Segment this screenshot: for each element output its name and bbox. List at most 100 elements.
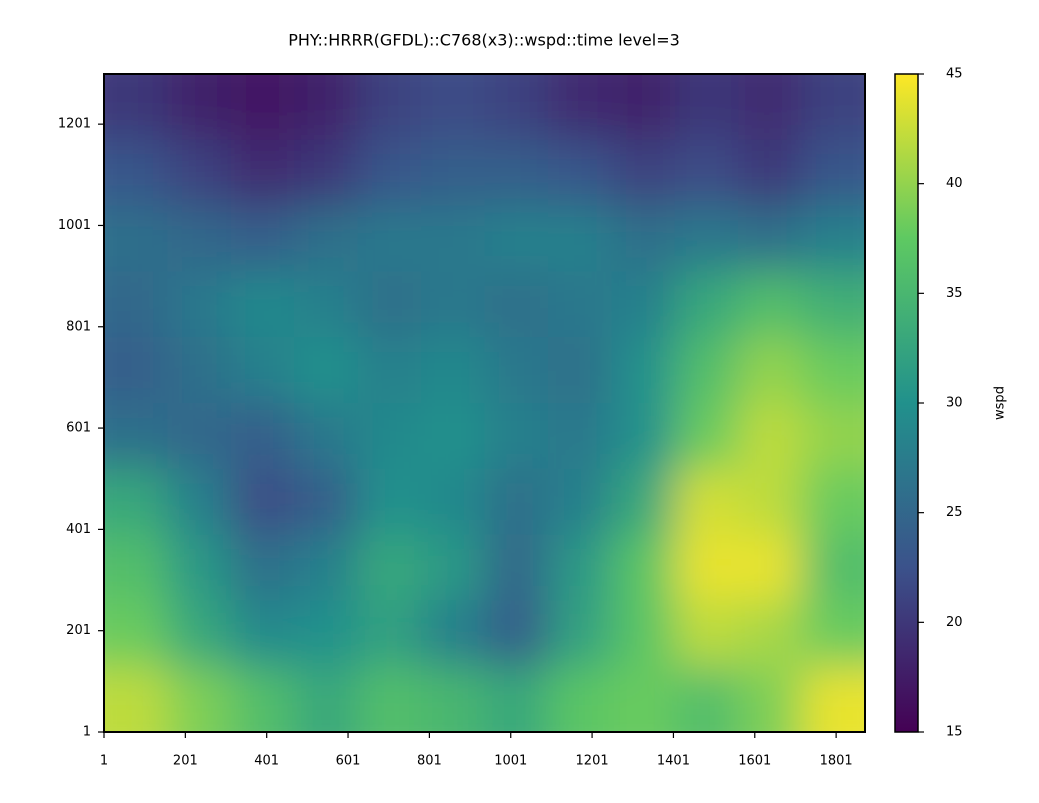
heatmap-cell [801, 534, 865, 602]
heatmap-cell [294, 666, 359, 732]
x-tick-label: 1201 [576, 754, 609, 769]
heatmap-cell [801, 666, 865, 732]
heatmap-cell [801, 337, 865, 404]
heatmap-cell [484, 468, 549, 536]
x-tick-label: 1 [100, 754, 108, 769]
heatmap-cell [357, 271, 423, 339]
heatmap-cell [167, 600, 232, 668]
heatmap-cell [484, 600, 549, 668]
heatmap-cell [104, 600, 169, 668]
heatmap-cell [484, 337, 549, 404]
heatmap-cell [357, 139, 423, 207]
heatmap-cell [674, 271, 740, 339]
heatmap-cell [674, 600, 740, 668]
heatmap-cell [421, 205, 486, 273]
heatmap-cell [547, 600, 613, 668]
heatmap-cell [357, 337, 423, 404]
heatmap-cell [611, 666, 676, 732]
colorbar-label: wspd [993, 386, 1008, 420]
heatmap-cell [547, 271, 613, 339]
heatmap-cell [611, 403, 676, 470]
heatmap-cell [611, 139, 676, 207]
heatmap-cell [801, 74, 865, 141]
heatmap-cell [421, 139, 486, 207]
heatmap-cell [104, 666, 169, 732]
heatmap-cell [357, 600, 423, 668]
heatmap-cell [230, 74, 296, 141]
heatmap-cell [674, 534, 740, 602]
heatmap-cell [167, 403, 232, 470]
heatmap-cell [230, 666, 296, 732]
colorbar-tick-label: 45 [946, 67, 963, 82]
y-tick-label: 801 [66, 319, 91, 334]
heatmap-cell [738, 205, 803, 273]
heatmap-cell [230, 337, 296, 404]
heatmap-cell [801, 600, 865, 668]
heatmap-cell [167, 74, 232, 141]
heatmap-cell [738, 337, 803, 404]
x-tick-label: 1801 [820, 754, 853, 769]
heatmap-cell [547, 337, 613, 404]
heatmap-cell [611, 600, 676, 668]
heatmap-cell [230, 205, 296, 273]
heatmap-cell [230, 271, 296, 339]
heatmap-cell [547, 205, 613, 273]
heatmap-cell [167, 139, 232, 207]
heatmap-cell [357, 403, 423, 470]
plot-frame [103, 73, 866, 733]
heatmap-cell [421, 337, 486, 404]
heatmap-cell [801, 271, 865, 339]
heatmap-cell [104, 271, 169, 339]
heatmap-cell [611, 74, 676, 141]
heatmap-cell [167, 337, 232, 404]
heatmap-cell [230, 468, 296, 536]
heatmap-cell [294, 534, 359, 602]
x-tick-label: 801 [417, 754, 442, 769]
colorbar-tick-label: 30 [946, 396, 963, 411]
heatmap-cell [167, 534, 232, 602]
y-tick-label: 1201 [58, 117, 91, 132]
heatmap-cell [738, 600, 803, 668]
y-tick-label: 1 [83, 725, 91, 740]
colorbar-tick-label: 20 [946, 615, 963, 630]
y-tick-label: 601 [66, 421, 91, 436]
heatmap-cell [421, 666, 486, 732]
heatmap-cell [421, 534, 486, 602]
heatmap-cell [738, 666, 803, 732]
y-tick-label: 1001 [58, 218, 91, 233]
heatmap-cell [230, 600, 296, 668]
heatmap-cell [674, 403, 740, 470]
heatmap-cell [230, 534, 296, 602]
heatmap-cell [421, 403, 486, 470]
heatmap-cell [547, 534, 613, 602]
heatmap-cell [294, 74, 359, 141]
heatmap-cell [611, 337, 676, 404]
heatmap-cell [230, 403, 296, 470]
x-tick-label: 201 [173, 754, 198, 769]
y-tick-label: 201 [66, 623, 91, 638]
heatmap-cell [738, 534, 803, 602]
heatmap-cell [167, 468, 232, 536]
heatmap-cell [484, 403, 549, 470]
heatmap-cell [484, 271, 549, 339]
heatmap-cell [674, 139, 740, 207]
heatmap-cell [738, 403, 803, 470]
heatmap-cell [104, 205, 169, 273]
heatmap-cell [421, 468, 486, 536]
heatmap-cell [294, 139, 359, 207]
x-tick-label: 1001 [494, 754, 527, 769]
heatmap-cell [104, 403, 169, 470]
heatmap-cell [484, 534, 549, 602]
heatmap-cell [357, 205, 423, 273]
heatmap-cell [167, 271, 232, 339]
heatmap-cell [294, 403, 359, 470]
x-tick-label: 401 [254, 754, 279, 769]
x-tick-label: 601 [336, 754, 361, 769]
heatmap-cell [294, 337, 359, 404]
heatmap-cell [674, 74, 740, 141]
heatmap-cell [547, 139, 613, 207]
heatmap-cell [294, 205, 359, 273]
heatmap-cell [230, 139, 296, 207]
heatmap-cell [357, 74, 423, 141]
heatmap-cell [167, 666, 232, 732]
